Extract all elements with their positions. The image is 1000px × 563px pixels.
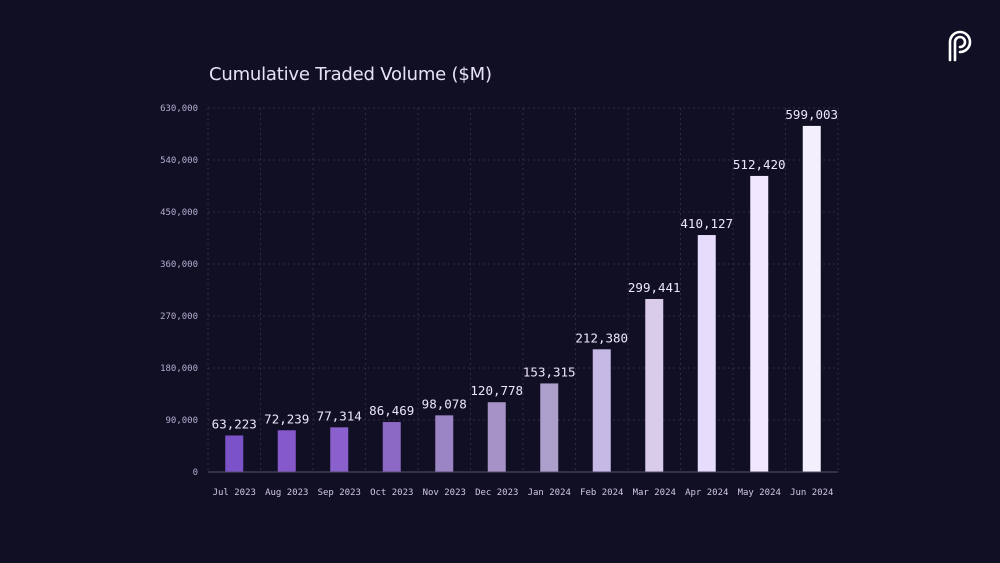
x-tick-label: Oct 2023 <box>370 488 413 498</box>
data-label: 77,314 <box>317 408 362 423</box>
x-tick-label: Aug 2023 <box>265 488 308 498</box>
data-label: 72,239 <box>264 411 309 426</box>
bar <box>645 298 664 472</box>
x-tick-label: Nov 2023 <box>423 488 466 498</box>
bar <box>330 427 349 472</box>
y-tick-label: 0 <box>193 468 198 478</box>
x-tick-label: Jan 2024 <box>528 488 571 498</box>
data-label: 153,315 <box>523 364 576 379</box>
data-label: 512,420 <box>733 157 786 172</box>
y-tick-label: 450,000 <box>160 208 198 218</box>
x-tick-label: Jul 2023 <box>213 488 256 498</box>
x-tick-label: Dec 2023 <box>475 488 518 498</box>
data-label: 599,003 <box>785 107 838 122</box>
bar <box>697 235 716 472</box>
data-labels: 63,223 72,239 77,314 86,469 98,078120,778153… <box>212 107 838 432</box>
data-label: 410,127 <box>680 216 733 231</box>
bar <box>592 349 611 472</box>
x-tick-label: Sep 2023 <box>318 488 361 498</box>
y-tick-label: 90,000 <box>165 416 198 426</box>
y-tick-label: 540,000 <box>160 156 198 166</box>
x-tick-label: Mar 2024 <box>633 488 676 498</box>
bar <box>487 402 506 472</box>
data-label: 98,078 <box>422 396 467 411</box>
y-tick-label: 630,000 <box>160 104 198 114</box>
chart-title: Cumulative Traded Volume ($M) <box>209 64 492 85</box>
data-label: 63,223 <box>212 416 257 431</box>
x-tick-label: May 2024 <box>738 488 781 498</box>
grid-lines <box>207 107 839 472</box>
x-axis-ticks: Jul 2023 Aug 2023 Sep 2023 Oct 2023 Nov 2023… <box>213 488 834 498</box>
pyth-logo-icon <box>948 30 972 62</box>
y-tick-label: 180,000 <box>160 364 198 374</box>
bar <box>225 435 244 472</box>
bar <box>277 430 296 472</box>
bar <box>750 175 769 472</box>
y-axis-ticks: 0 90,000 180,000 270,000 360,000 450,000 540,0… <box>160 104 198 478</box>
bar <box>435 415 454 472</box>
data-label: 120,778 <box>470 383 523 398</box>
data-label: 86,469 <box>369 403 414 418</box>
x-tick-label: Apr 2024 <box>685 488 728 498</box>
x-tick-label: Feb 2024 <box>580 488 623 498</box>
bar <box>382 422 401 472</box>
bar <box>802 125 821 473</box>
x-tick-label: Jun 2024 <box>790 488 833 498</box>
y-tick-label: 360,000 <box>160 260 198 270</box>
bar <box>540 383 559 472</box>
data-label: 212,380 <box>575 330 628 345</box>
data-label: 299,441 <box>628 280 681 295</box>
bars <box>225 125 821 473</box>
y-tick-label: 270,000 <box>160 312 198 322</box>
